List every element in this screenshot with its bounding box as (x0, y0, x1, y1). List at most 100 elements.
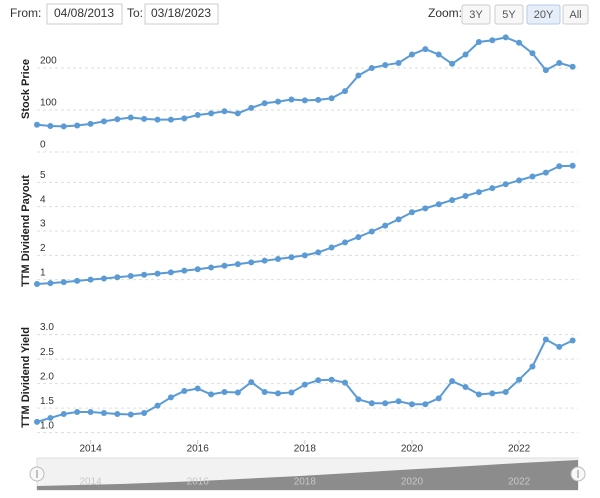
point (301, 97, 308, 104)
point (408, 51, 415, 58)
point (341, 379, 348, 386)
point (234, 110, 241, 117)
zoom-button[interactable] (461, 4, 491, 25)
zoom-button[interactable] (494, 4, 524, 25)
to-input[interactable] (144, 3, 219, 25)
point (288, 389, 295, 396)
to-date[interactable]: 03/18/2023 (151, 6, 211, 20)
point (315, 377, 322, 384)
point (422, 205, 429, 212)
point (368, 400, 375, 407)
line (36, 164, 573, 286)
point (542, 169, 549, 176)
point (435, 201, 442, 208)
point (248, 259, 255, 266)
point (328, 244, 335, 251)
point (181, 387, 188, 394)
point (47, 122, 54, 129)
point (288, 254, 295, 261)
point (502, 34, 509, 41)
point (87, 120, 94, 127)
point (34, 418, 40, 425)
y-tick-label: 3 (40, 219, 46, 230)
point (462, 192, 469, 199)
point (516, 376, 523, 383)
point (181, 267, 188, 274)
point (489, 185, 496, 192)
point (382, 222, 389, 229)
point (435, 395, 442, 402)
point (127, 114, 134, 121)
point (489, 37, 496, 44)
point (275, 390, 282, 397)
point (127, 411, 134, 418)
point (569, 337, 576, 344)
zoom-button-label[interactable]: 3Y (469, 9, 483, 21)
zoom-button-label[interactable]: 5Y (502, 9, 516, 21)
navigator-label: 2014 (79, 477, 102, 488)
x-tick-label: 2022 (508, 444, 531, 455)
y-tick-label: 2.5 (40, 347, 54, 358)
point (208, 264, 215, 271)
point (74, 277, 81, 284)
point (556, 163, 563, 170)
from-label: From: (10, 6, 41, 20)
y-tick-label: 200 (40, 56, 57, 67)
point (154, 116, 161, 123)
point (275, 98, 282, 105)
point (542, 67, 549, 74)
point (328, 376, 335, 383)
point (462, 51, 469, 58)
point (114, 274, 121, 281)
y-tick-label: 100 (40, 98, 57, 109)
point (154, 270, 161, 277)
point (341, 88, 348, 95)
point (141, 410, 148, 417)
from-input[interactable] (46, 3, 123, 25)
point (341, 239, 348, 246)
point (87, 409, 94, 416)
zoom-button[interactable] (562, 4, 589, 25)
point (395, 398, 402, 405)
point (234, 389, 241, 396)
point (275, 255, 282, 262)
point (408, 209, 415, 216)
point (529, 363, 536, 370)
point (261, 100, 268, 107)
point (516, 39, 523, 46)
point (288, 96, 295, 103)
y-tick-label: 4 (40, 194, 46, 205)
from-date[interactable]: 04/08/2013 (54, 6, 114, 20)
point (395, 216, 402, 223)
point (127, 273, 134, 280)
point (167, 269, 174, 276)
point (248, 379, 255, 386)
navigator-label: 2022 (508, 477, 531, 488)
point (100, 410, 107, 417)
point (167, 116, 174, 123)
zoom-button[interactable] (526, 4, 561, 25)
point (569, 63, 576, 70)
point (355, 72, 362, 79)
point (489, 390, 496, 397)
x-tick-label: 2020 (401, 444, 424, 455)
point (502, 181, 509, 188)
navigator-area (37, 460, 578, 490)
point (74, 122, 81, 129)
point (60, 279, 67, 286)
point (449, 197, 456, 204)
point (449, 60, 456, 67)
line (36, 36, 573, 128)
zoom-button-label[interactable]: 20Y (534, 9, 554, 21)
point (141, 115, 148, 122)
point (556, 59, 563, 66)
zoom-button-label[interactable]: All (569, 9, 581, 21)
point (328, 95, 335, 102)
point (382, 400, 389, 407)
point (87, 276, 94, 283)
point (475, 391, 482, 398)
point (114, 116, 121, 123)
point (194, 385, 201, 392)
point (114, 411, 121, 418)
point (60, 411, 67, 418)
